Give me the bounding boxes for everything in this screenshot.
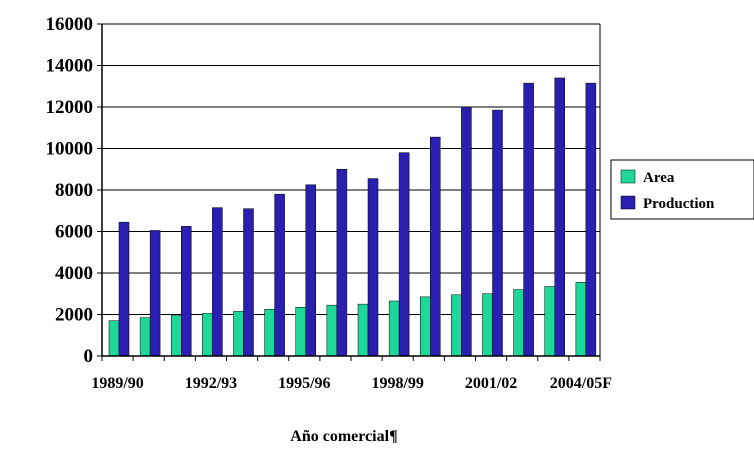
- y-tick-label: 16000: [46, 14, 94, 35]
- bar-area-7: [326, 304, 338, 357]
- bar-area-12: [482, 293, 493, 357]
- y-tick-label: 14000: [46, 56, 94, 77]
- x-tick-label: 1989/90: [91, 375, 143, 392]
- y-tick-label: 10000: [46, 139, 94, 160]
- bar-area-9: [388, 300, 400, 357]
- x-tick-label: 2001/02: [465, 375, 517, 392]
- bar-area-3: [202, 313, 213, 357]
- y-tick-labels: 0 2000 4000 6000 8000 10000 12000 14000 16000: [46, 14, 94, 367]
- bar-area-1: [139, 317, 151, 357]
- bar-area-6: [295, 306, 306, 357]
- y-tick-label: 8000: [55, 180, 93, 201]
- legend-swatch-area: [620, 169, 636, 184]
- bars: [108, 77, 597, 357]
- bar-production-8: [367, 178, 379, 357]
- legend-swatch-production: [620, 195, 636, 210]
- bar-production-2: [181, 226, 192, 357]
- bar-area-4: [233, 311, 244, 357]
- legend-label-production: Production: [643, 196, 715, 212]
- bar-production-13: [523, 82, 534, 357]
- bar-production-3: [212, 207, 223, 357]
- x-tick-label: 1995/96: [278, 375, 330, 392]
- bar-production-14: [554, 77, 565, 357]
- bar-area-15: [575, 282, 587, 357]
- bar-production-12: [492, 109, 503, 357]
- bar-production-6: [305, 184, 316, 357]
- y-tick-label: 12000: [46, 97, 94, 118]
- bar-area-8: [357, 303, 369, 357]
- x-tick-label: 1992/93: [185, 375, 237, 392]
- bar-area-10: [420, 296, 431, 357]
- bar-production-1: [149, 230, 161, 357]
- x-tick-labels: 1989/90 1992/93 1995/96 1998/99 2001/02 2004/…: [91, 375, 612, 392]
- y-tick-label: 6000: [55, 222, 93, 243]
- axes: [97, 23, 601, 361]
- bar-production-0: [118, 221, 130, 357]
- x-tick-label: 2004/05F: [550, 375, 612, 392]
- bar-production-7: [336, 169, 348, 357]
- bar-area-11: [451, 294, 462, 357]
- bar-area-5: [264, 309, 275, 357]
- y-tick-label: 2000: [55, 305, 93, 326]
- bar-area-13: [513, 289, 524, 357]
- x-tick-label: 1998/99: [371, 375, 423, 392]
- bar-production-15: [585, 82, 597, 357]
- bar-production-10: [430, 136, 441, 357]
- bar-area-0: [108, 320, 120, 357]
- legend-label-area: Area: [643, 170, 675, 186]
- y-tick-label: 4000: [55, 263, 93, 284]
- bar-production-4: [243, 208, 254, 357]
- bar-production-5: [274, 193, 285, 357]
- bar-area-14: [544, 286, 555, 357]
- y-tick-label: 0: [84, 346, 94, 367]
- bar-production-9: [398, 152, 410, 357]
- bar-area-2: [171, 315, 182, 357]
- x-axis-label: Año comercial¶: [290, 428, 397, 445]
- legend: Area Production: [610, 159, 754, 220]
- bar-production-11: [461, 106, 472, 357]
